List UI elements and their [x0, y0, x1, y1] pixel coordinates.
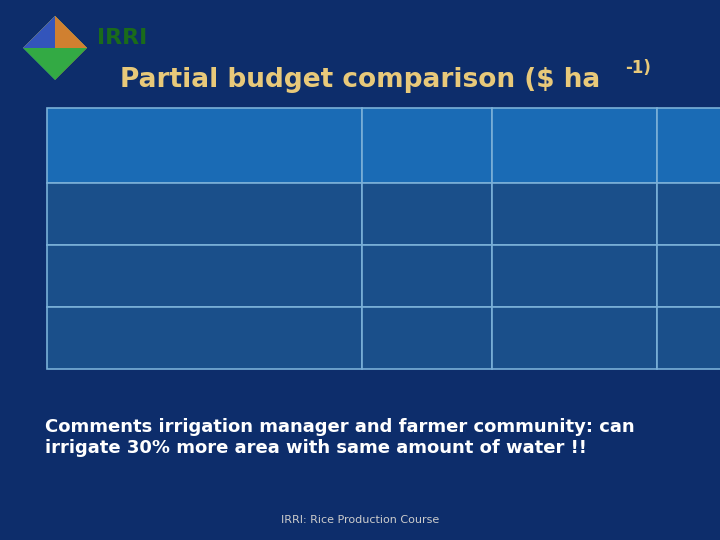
Text: Comments irrigation manager and farmer community: can
irrigate 30% more area wit: Comments irrigation manager and farmer c… [45, 418, 634, 457]
Text: Partial budget comparison ($ ha: Partial budget comparison ($ ha [120, 67, 600, 93]
Text: Farmers’
practice: Farmers’ practice [397, 130, 457, 160]
Text: Variable irrigation cost: Variable irrigation cost [57, 269, 214, 283]
Text: 52: 52 [703, 268, 720, 284]
Text: 911: 911 [560, 206, 589, 221]
Text: 148: 148 [413, 268, 441, 284]
Text: Savings: Savings [685, 138, 720, 152]
Text: IRRI: Rice Production Course: IRRI: Rice Production Course [281, 515, 439, 525]
Text: 96: 96 [564, 268, 584, 284]
Text: Gross benefits: Gross benefits [57, 207, 156, 221]
Text: -33: -33 [700, 206, 720, 221]
Text: 'Net' benefits: 'Net' benefits [57, 331, 150, 345]
Text: 796: 796 [413, 330, 441, 346]
Text: IRRI: IRRI [97, 28, 148, 48]
Text: 815: 815 [560, 330, 589, 346]
Text: Alternate wetting
and drying: Alternate wetting and drying [514, 130, 635, 160]
Text: -1): -1) [625, 59, 651, 77]
Text: Particulars: Particulars [57, 138, 130, 152]
Text: 944: 944 [413, 206, 441, 221]
Text: 19: 19 [702, 330, 720, 346]
